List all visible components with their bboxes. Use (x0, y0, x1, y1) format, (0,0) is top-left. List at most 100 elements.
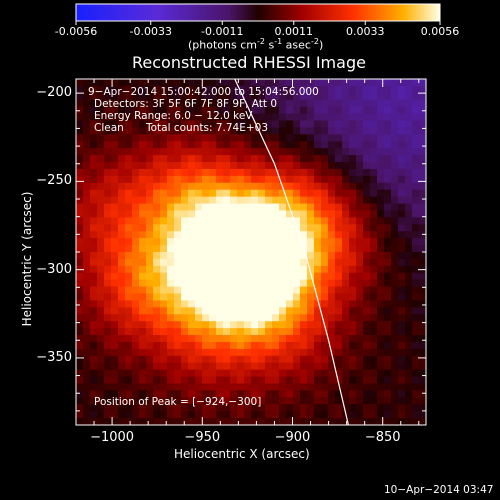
heatmap-cell (272, 127, 280, 135)
heatmap-cell (181, 369, 189, 377)
heatmap-cell (356, 286, 364, 294)
heatmap-cell (76, 362, 84, 371)
heatmap-cell (237, 162, 245, 170)
heatmap-cell (160, 113, 168, 121)
heatmap-cell (293, 141, 301, 149)
heatmap-cell (398, 155, 406, 163)
heatmap-cell (342, 369, 350, 377)
heatmap-cell (153, 258, 161, 267)
heatmap-cell (90, 189, 98, 198)
heatmap-cell (405, 224, 413, 232)
heatmap-cell (328, 106, 336, 114)
heatmap-cell (146, 293, 154, 301)
heatmap-cell (279, 148, 287, 156)
heatmap-cell (279, 127, 287, 135)
heatmap-cell (307, 362, 315, 371)
heatmap-cell (118, 127, 126, 135)
heatmap-cell (391, 168, 399, 177)
heatmap-cell (111, 355, 119, 364)
heatmap-cell (258, 113, 266, 121)
heatmap-cell (104, 79, 112, 87)
heatmap-cell (377, 99, 385, 108)
heatmap-cell (167, 127, 175, 135)
heatmap-cell (83, 182, 91, 191)
heatmap-cell (321, 148, 329, 156)
heatmap-cell (139, 383, 147, 391)
heatmap-cell (370, 189, 378, 198)
heatmap-cell (111, 376, 119, 384)
heatmap-cell (195, 341, 203, 350)
heatmap-cell (223, 141, 231, 149)
heatmap-cell (377, 307, 385, 315)
heatmap-cell (412, 155, 420, 163)
heatmap-cell (349, 231, 357, 239)
heatmap-cell (342, 196, 350, 204)
heatmap-cell (223, 418, 231, 425)
heatmap-cell (160, 134, 168, 142)
heatmap-cell (419, 411, 426, 419)
heatmap-cell (321, 328, 329, 336)
heatmap-cell (398, 314, 406, 322)
heatmap-cell (153, 210, 161, 218)
heatmap-cell (251, 397, 259, 405)
heatmap-cell (195, 134, 203, 142)
heatmap-cell (377, 189, 385, 198)
heatmap-cell (181, 231, 189, 239)
heatmap-cell (118, 418, 126, 425)
heatmap-cell (342, 224, 350, 232)
heatmap-cell (286, 245, 294, 253)
heatmap-cell (265, 355, 273, 364)
heatmap-cell (230, 404, 238, 412)
heatmap-cell (230, 397, 238, 405)
heatmap-cell (279, 404, 287, 412)
heatmap-cell (272, 155, 280, 163)
heatmap-cell (111, 99, 119, 108)
heatmap-cell (377, 85, 385, 94)
heatmap-cell (139, 120, 147, 128)
heatmap-cell (202, 231, 210, 239)
heatmap-cell (146, 217, 154, 225)
heatmap-cell (307, 85, 315, 94)
heatmap-cell (314, 120, 322, 128)
heatmap-cell (258, 321, 266, 329)
heatmap-cell (377, 224, 385, 232)
heatmap-cell (314, 383, 322, 391)
heatmap-cell (363, 210, 371, 218)
heatmap-cell (265, 113, 273, 121)
heatmap-cell (321, 85, 329, 94)
heatmap-cell (363, 148, 371, 156)
heatmap-cell (174, 369, 182, 377)
y-tick-label: −300 (36, 261, 72, 277)
heatmap-cell (314, 411, 322, 419)
heatmap-cell (293, 85, 301, 94)
heatmap-cell (412, 272, 420, 281)
heatmap-cell (111, 217, 119, 225)
heatmap-cell (97, 265, 105, 274)
heatmap-cell (167, 252, 175, 260)
heatmap-cell (398, 120, 406, 128)
heatmap-cell (90, 307, 98, 315)
heatmap-cell (167, 92, 175, 101)
heatmap-cell (195, 272, 203, 281)
heatmap-cell (146, 182, 154, 191)
heatmap-cell (118, 168, 126, 177)
heatmap-cell (76, 272, 84, 281)
heatmap-cell (237, 231, 245, 239)
heatmap-cell (419, 99, 426, 108)
colorbar-unit: (photons cm-2 s-1 asec-2) (188, 37, 323, 52)
heatmap-cell (279, 134, 287, 142)
heatmap-cell (111, 196, 119, 204)
heatmap-cell (412, 99, 420, 108)
heatmap-cell (314, 175, 322, 184)
heatmap-cell (300, 210, 308, 218)
heatmap-cell (195, 203, 203, 211)
heatmap-cell (314, 328, 322, 336)
heatmap-cell (104, 113, 112, 121)
heatmap-cell (398, 390, 406, 398)
heatmap-cell (419, 348, 426, 357)
heatmap-cell (216, 397, 224, 405)
heatmap-cell (398, 79, 406, 87)
heatmap-cell (342, 335, 350, 343)
heatmap-cell (153, 383, 161, 391)
heatmap-cell (335, 376, 343, 384)
